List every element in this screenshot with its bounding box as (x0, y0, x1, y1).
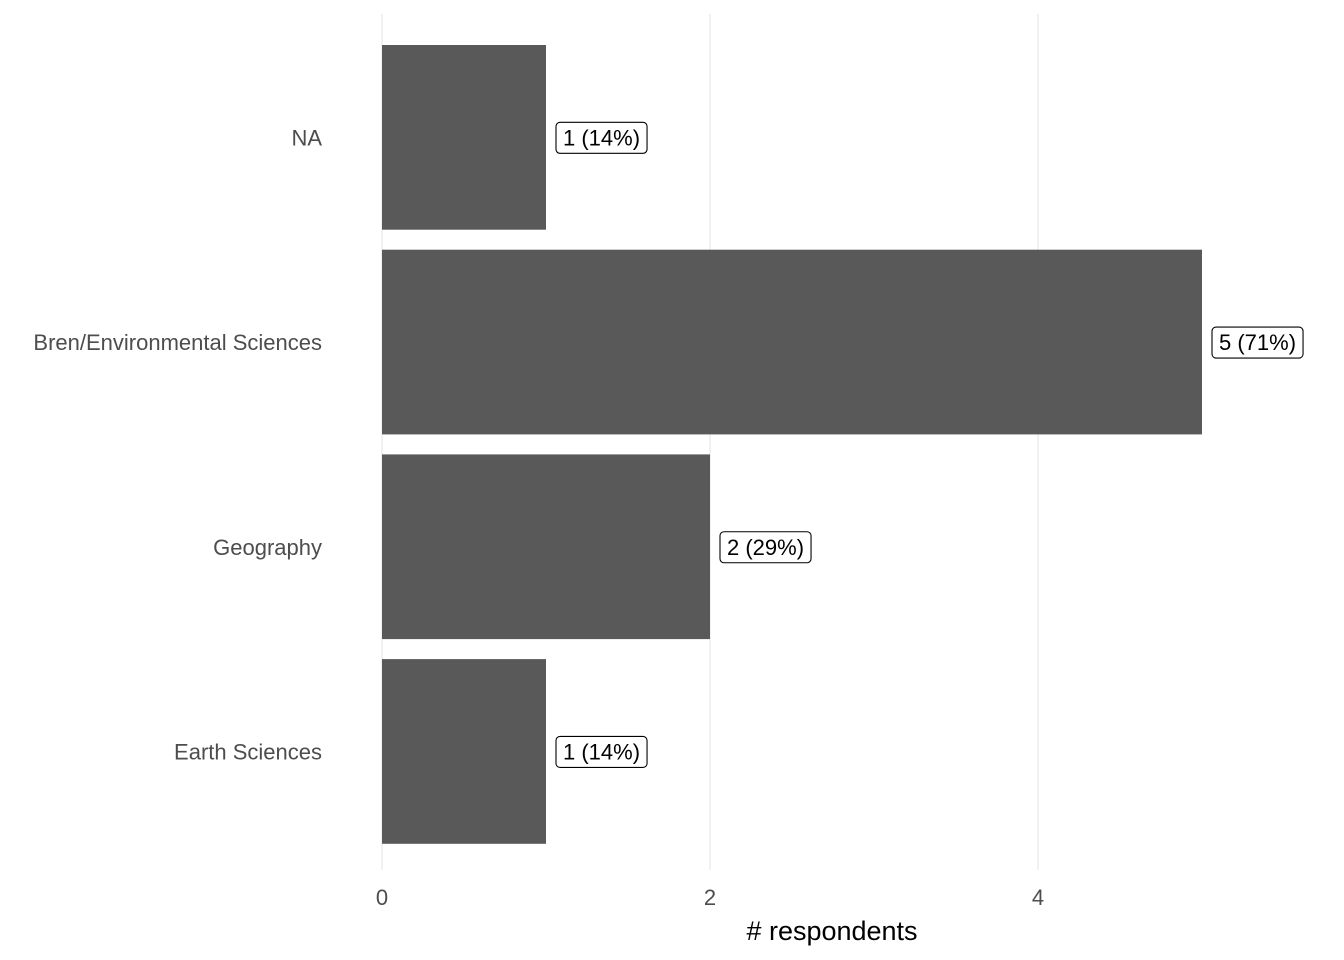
bar (382, 249, 1202, 435)
data-label-box (555, 735, 648, 769)
category-labels: NA Bren/Environmental Sciences Geography Ea… (33, 125, 322, 764)
category-label: Bren/Environmental Sciences (33, 330, 322, 355)
category-label: NA (291, 125, 322, 150)
data-labels: 1 (14%) 5 (71%) 2 (29%) 1 (14%) (555, 121, 1304, 769)
bar (382, 45, 546, 230)
data-label: 1 (14%) (555, 121, 648, 154)
category-label: Geography (213, 535, 322, 560)
data-label-text: 5 (71%) (1219, 330, 1296, 355)
data-label: 2 (29%) (719, 531, 812, 564)
bar (382, 454, 710, 640)
data-label-box (719, 531, 812, 564)
data-label: 5 (71%) (1211, 326, 1304, 359)
data-label-box (1211, 326, 1304, 359)
x-tick-label: 4 (1032, 885, 1044, 910)
data-label: 1 (14%) (555, 735, 648, 769)
data-label-text: 2 (29%) (727, 535, 804, 560)
x-axis-title: # respondents (746, 916, 917, 946)
category-label: Earth Sciences (174, 739, 322, 764)
data-label-text: 1 (14%) (563, 739, 640, 764)
bar (382, 659, 546, 844)
x-tick-label: 0 (376, 885, 388, 910)
x-tick-labels: 0 2 4 (376, 885, 1044, 910)
data-label-box (555, 121, 648, 154)
x-tick-label: 2 (704, 885, 716, 910)
bars (382, 45, 1202, 844)
data-label-text: 1 (14%) (563, 125, 640, 150)
